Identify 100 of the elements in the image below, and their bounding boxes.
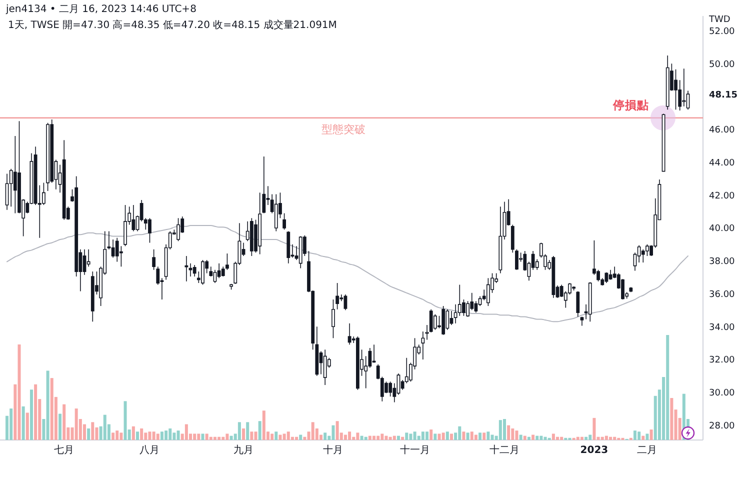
bar: [112, 432, 115, 440]
bar: [348, 432, 352, 440]
bar: [650, 430, 653, 440]
candlestick: [226, 253, 229, 270]
bar: [584, 436, 588, 440]
bar: [388, 436, 392, 440]
candlestick: [425, 324, 429, 340]
bar: [336, 421, 339, 440]
bar: [592, 418, 596, 440]
candlestick: [217, 262, 221, 279]
bar: [87, 428, 90, 440]
bar: [295, 436, 298, 440]
candlestick: [372, 344, 376, 364]
bar: [148, 432, 152, 440]
bar: [30, 390, 33, 440]
bar: [246, 422, 250, 440]
candlestick: [115, 237, 119, 262]
bar: [417, 436, 420, 440]
y-tick-label: 36.00: [709, 290, 736, 300]
y-tick-label: 42.00: [709, 191, 736, 202]
bar: [532, 434, 535, 440]
bar: [262, 410, 266, 440]
bar: [46, 370, 50, 440]
candlestick: [286, 230, 290, 264]
bar: [160, 432, 164, 440]
candlestick: [576, 290, 580, 318]
bar: [50, 378, 54, 440]
bar: [132, 426, 135, 440]
bar: [396, 436, 400, 440]
bar: [384, 436, 388, 440]
bar: [144, 432, 148, 440]
x-tick-label: 二月: [637, 445, 658, 456]
bar: [140, 428, 144, 440]
candlestick: [332, 299, 335, 339]
bar: [164, 430, 168, 440]
candlestick: [46, 122, 50, 192]
candlestick: [429, 308, 433, 333]
candlestick: [580, 316, 584, 326]
bar: [230, 436, 233, 440]
bar: [434, 434, 437, 440]
ref-line-label: 型態突破: [322, 122, 366, 136]
bar: [201, 434, 204, 440]
candlestick: [221, 266, 225, 277]
candlestick: [604, 272, 608, 284]
bar: [552, 434, 555, 440]
bar: [507, 425, 510, 440]
line-series: [6, 225, 688, 322]
bar: [466, 432, 470, 440]
bar: [299, 434, 302, 440]
bar: [18, 344, 21, 440]
candlestick: [152, 248, 156, 270]
bar: [238, 422, 241, 440]
candlestick: [323, 349, 327, 386]
bar: [286, 432, 290, 440]
bar: [380, 434, 384, 440]
bar: [544, 436, 547, 440]
y-tick-label: 48.15: [709, 90, 738, 100]
bar: [226, 434, 229, 440]
x-tick-label: 九月: [234, 444, 254, 456]
candlestick: [90, 271, 94, 322]
candlestick: [348, 322, 352, 346]
bar: [356, 432, 360, 440]
bar: [22, 406, 25, 440]
candlestick: [148, 218, 152, 244]
bar: [34, 384, 38, 440]
bar: [376, 436, 380, 440]
bar: [430, 430, 433, 440]
bar: [515, 430, 518, 440]
bar: [633, 430, 636, 440]
candlestick: [666, 55, 670, 110]
candlestick: [515, 248, 518, 270]
bar: [498, 420, 502, 440]
bar: [600, 436, 604, 440]
candlestick: [62, 140, 66, 220]
bar: [62, 404, 66, 440]
candlestick: [641, 248, 645, 263]
bar: [409, 434, 412, 440]
bar: [176, 430, 180, 440]
candlestick: [315, 326, 319, 376]
bar: [344, 434, 347, 440]
bar: [392, 436, 396, 440]
x-tick-label: 十二月: [489, 444, 520, 456]
candlestick: [5, 173, 9, 210]
bar: [270, 434, 274, 440]
bar: [670, 398, 674, 440]
candlestick: [442, 306, 446, 336]
bar: [184, 424, 188, 440]
y-tick-label: 30.00: [709, 388, 736, 399]
x-tick-label: 2023: [580, 445, 608, 456]
x-tick-label: 十月: [323, 444, 344, 456]
x-tick-label: 八月: [140, 445, 160, 456]
bar: [332, 425, 335, 440]
bar: [364, 436, 368, 440]
bar: [311, 422, 314, 440]
bar: [58, 414, 62, 440]
bar: [74, 408, 78, 440]
bar: [474, 434, 478, 440]
candlestick: [433, 314, 437, 330]
annotation: 停損點: [612, 98, 649, 112]
bar: [438, 434, 441, 440]
